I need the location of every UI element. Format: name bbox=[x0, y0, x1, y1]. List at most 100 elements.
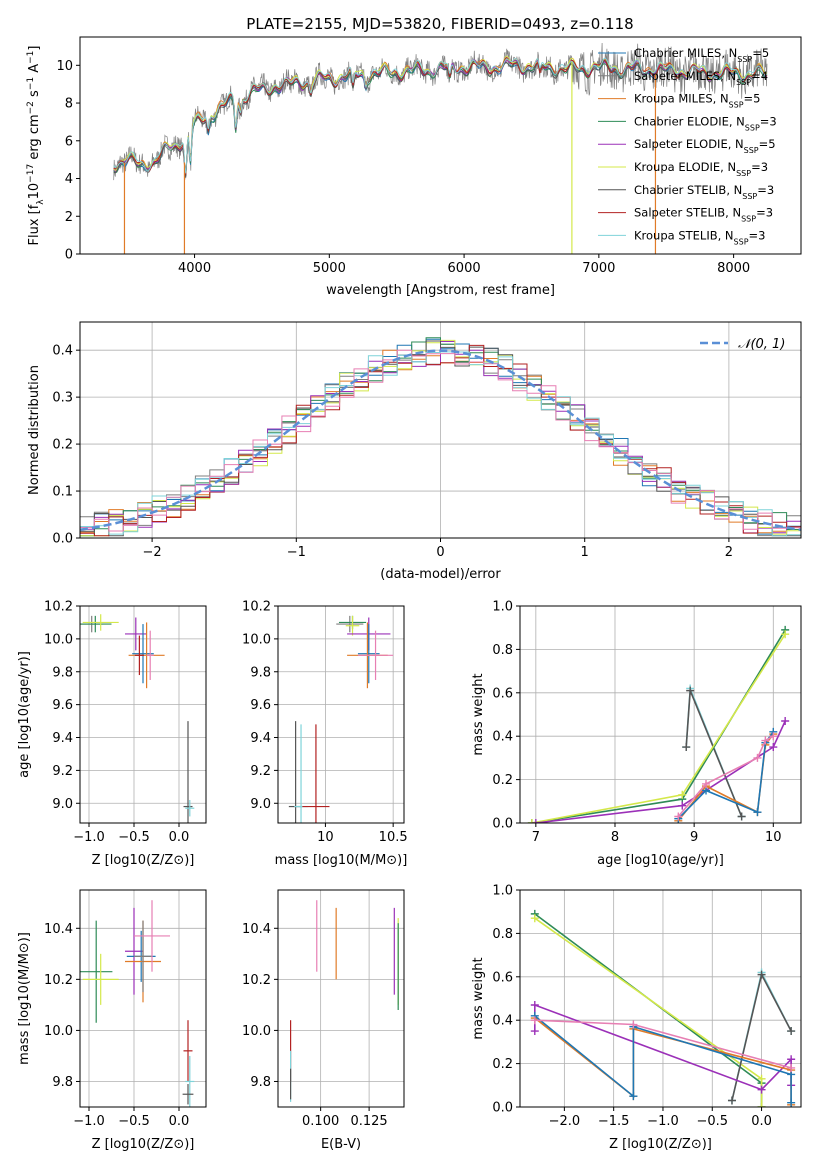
y-axis-label: Flux [fλ10−17 erg cm−2 s−1 A−1] bbox=[26, 46, 46, 246]
y-axis-label: mass weight bbox=[471, 673, 486, 755]
x-tick-label: 2 bbox=[725, 545, 733, 560]
mass-weight-marker bbox=[530, 1001, 539, 1010]
y-tick-label: 0.2 bbox=[52, 438, 73, 453]
mass-weight-marker bbox=[787, 1027, 796, 1036]
axes-frame bbox=[519, 889, 802, 1108]
mass-weight-marker bbox=[686, 686, 695, 695]
x-tick-label: 5000 bbox=[313, 261, 346, 276]
y-tick-label: 10.2 bbox=[242, 973, 271, 988]
mass-weight-marker bbox=[531, 819, 540, 823]
age-mass-plot-area bbox=[288, 615, 394, 823]
mass-weight-marker bbox=[781, 630, 790, 639]
legend-label: Chabrier MILES, NSSP=5 bbox=[634, 46, 769, 64]
x-tick-label: 0.0 bbox=[169, 1114, 190, 1129]
mass-weight-marker bbox=[530, 914, 539, 923]
mass-weight-marker bbox=[678, 801, 687, 810]
y-tick-label: 9.8 bbox=[52, 1075, 73, 1090]
y-tick-label: 9.6 bbox=[52, 698, 73, 713]
x-tick-label: 7 bbox=[532, 830, 540, 845]
mass-weight-marker bbox=[757, 970, 766, 979]
y-tick-label: 10.2 bbox=[242, 600, 271, 615]
x-tick-label: 1 bbox=[581, 545, 589, 560]
x-axis-label: wavelength [Angstrom, rest frame] bbox=[326, 283, 555, 298]
y-tick-label: 9.4 bbox=[250, 731, 271, 746]
legend-label: Chabrier STELIB, NSSP=3 bbox=[634, 183, 774, 201]
axes-frame bbox=[79, 889, 207, 1108]
y-tick-label: 0.3 bbox=[52, 391, 73, 406]
axes-frame bbox=[79, 605, 207, 824]
mass-weight-marker bbox=[787, 1055, 796, 1064]
mass-weight-marker bbox=[629, 1092, 638, 1101]
y-tick-label: 10.2 bbox=[44, 600, 73, 615]
spectrum-panel: 4000 5000 6000 7000 8000 0 2 4 6 8 10 wavelength [A… bbox=[26, 36, 802, 298]
x-tick-label: −1.0 bbox=[73, 1114, 105, 1129]
spectrum-model-line bbox=[113, 59, 768, 176]
legend-label: Salpeter MILES, NSSP=4 bbox=[634, 69, 768, 87]
legend-label: 𝒩(0, 1) bbox=[738, 337, 785, 352]
mass-EBV-panel: 0.100 0.125 9.8 10.0 10.2 10.4 E(B-V) bbox=[242, 889, 405, 1152]
y-tick-label: 0 bbox=[65, 248, 73, 263]
y-tick-label: 10.4 bbox=[242, 922, 271, 937]
y-tick-label: 0.4 bbox=[492, 730, 513, 745]
mass-weight-marker bbox=[678, 790, 687, 799]
mass-weight-marker bbox=[769, 743, 778, 752]
mass-weight-marker bbox=[737, 812, 746, 821]
age-mass-panel: 10 10.5 9.0 9.2 9.4 9.6 9.8 10.0 10.2 mass [log10… bbox=[242, 600, 408, 869]
age-Z-plot-area bbox=[80, 614, 195, 823]
x-tick-label: 9 bbox=[690, 830, 698, 845]
residual-histogram bbox=[80, 344, 801, 537]
axes-frame bbox=[79, 36, 802, 255]
mass-weight-marker bbox=[757, 1085, 766, 1094]
y-tick-label: 10 bbox=[56, 59, 73, 74]
y-tick-label: 1.0 bbox=[492, 600, 513, 615]
y-tick-label: 9.2 bbox=[52, 764, 73, 779]
y-axis-label: age [log10(age/yr)] bbox=[17, 651, 32, 778]
y-tick-label: 0.8 bbox=[492, 643, 513, 658]
x-tick-label: −0.5 bbox=[118, 1114, 150, 1129]
mw-age-panel: 7 8 9 10 0.0 0.2 0.4 0.6 0.8 1.0 age [log10(age/yr… bbox=[471, 600, 802, 868]
mass-weight-line bbox=[535, 720, 786, 823]
mw-Z-panel: −2.0 −1.5 −1.0 −0.5 0.0 0.0 0.2 0.4 0.6 0.8 1.0 Z [… bbox=[471, 884, 802, 1152]
x-tick-label: 8 bbox=[611, 830, 619, 845]
y-tick-label: 10.0 bbox=[44, 632, 73, 647]
y-tick-label: 0.4 bbox=[492, 1014, 513, 1029]
y-axis-label: mass weight bbox=[471, 957, 486, 1039]
y-tick-label: 0.2 bbox=[492, 1057, 513, 1072]
mass-weight-marker bbox=[781, 717, 790, 726]
x-axis-label: mass [log10(M/M⊙)] bbox=[275, 853, 408, 868]
mass-weight-marker bbox=[629, 1020, 638, 1029]
y-tick-label: 10.0 bbox=[242, 1024, 271, 1039]
mw-age-plot-area bbox=[527, 625, 790, 823]
y-tick-label: 0.0 bbox=[492, 817, 513, 832]
mass-weight-marker bbox=[787, 1063, 796, 1072]
y-tick-label: 0.6 bbox=[492, 686, 513, 701]
mass-weight-marker bbox=[753, 753, 762, 762]
x-tick-label: 0 bbox=[436, 545, 444, 560]
residual-histogram bbox=[80, 349, 801, 532]
mass-weight-marker bbox=[527, 819, 536, 823]
x-tick-label: −2.0 bbox=[549, 1114, 581, 1129]
x-axis-label: E(B-V) bbox=[321, 1137, 361, 1152]
legend-label: Salpeter STELIB, NSSP=3 bbox=[634, 206, 773, 224]
y-tick-label: 9.8 bbox=[250, 1075, 271, 1090]
mass-weight-line bbox=[531, 629, 786, 823]
residuals-panel: −2 −1 0 1 2 0.0 0.1 0.2 0.3 0.4 𝒩(0, 1) (data-model… bbox=[27, 321, 802, 582]
mass-Z-plot-area bbox=[80, 900, 195, 1107]
x-tick-label: 10.5 bbox=[379, 830, 408, 845]
mass-weight-marker bbox=[727, 1096, 736, 1105]
mass-weight-marker bbox=[530, 1016, 539, 1025]
mw-Z-plot-area bbox=[530, 909, 796, 1107]
residuals-plot-area bbox=[80, 337, 801, 537]
y-tick-label: 0.0 bbox=[492, 1101, 513, 1116]
mass-Z-panel: −1.0 −0.5 0.0 9.8 10.0 10.2 10.4 Z [log10(Z/Z⊙)… bbox=[17, 889, 207, 1152]
gaussian-curve bbox=[80, 349, 801, 532]
x-tick-label: 0.0 bbox=[169, 830, 190, 845]
mass-weight-marker bbox=[702, 779, 711, 788]
figure-title: PLATE=2155, MJD=53820, FIBERID=0493, z=0… bbox=[246, 15, 633, 33]
x-tick-label: −1.0 bbox=[647, 1114, 679, 1129]
x-tick-label: 10 bbox=[317, 830, 334, 845]
y-tick-label: 9.6 bbox=[250, 698, 271, 713]
y-tick-label: 9.0 bbox=[52, 797, 73, 812]
x-tick-label: −0.5 bbox=[118, 830, 150, 845]
